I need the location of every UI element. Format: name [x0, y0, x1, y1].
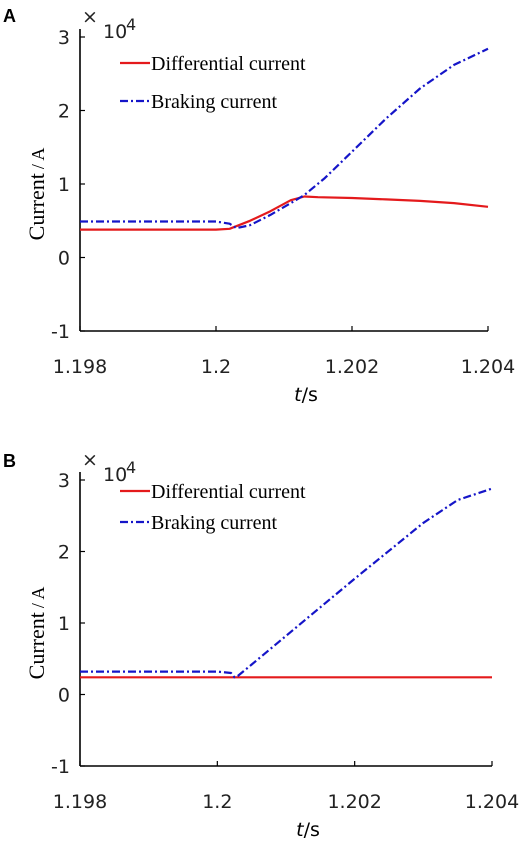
multiplier-symbol: ×	[82, 6, 98, 28]
y-tick-label: -1	[51, 756, 70, 778]
x-tick-label: 1.202	[327, 791, 381, 813]
x-axis-label: t/s	[294, 384, 318, 406]
x-tick-label: 1.204	[461, 356, 515, 378]
y-tick-label: 3	[58, 470, 70, 492]
x-tick-label: 1.204	[465, 791, 519, 813]
series-line-braking	[80, 47, 489, 230]
series-line-differential	[80, 195, 489, 231]
y-axis-label-unit: / A	[28, 587, 48, 609]
panel-label: A	[3, 6, 16, 26]
x-axis-label: t/s	[296, 819, 320, 841]
legend-label: Braking current	[151, 512, 278, 534]
multiplier-base: 10	[103, 464, 127, 486]
x-axis-label-unit: /s	[304, 819, 320, 841]
chart-panel-b: B -1 0 1 2 3 1.198 1.2 1.202 1.204 ×104 Current / A t…	[3, 449, 519, 841]
y-tick-label: 0	[58, 248, 70, 270]
y-axis-label-main: Current	[24, 612, 49, 679]
y-tick-label: 0	[58, 685, 70, 707]
y-axis-label-main: Current	[24, 173, 49, 240]
y-axis-label-unit: / A	[28, 148, 48, 170]
x-axis-label-variable: t	[296, 819, 305, 841]
multiplier-symbol: ×	[82, 449, 98, 471]
y-tick-label: 2	[58, 101, 70, 123]
series-line-braking	[80, 487, 493, 679]
panel-label: B	[3, 451, 16, 471]
y-tick-label: 3	[58, 27, 70, 49]
multiplier-exponent: 4	[126, 15, 136, 34]
x-tick-label: 1.2	[201, 356, 231, 378]
y-tick-label: 1	[58, 613, 70, 635]
chart-panel-a: A -1 0 1 2 3 1.198 1.2 1.202 1.204 ×104 Current / A t…	[3, 6, 515, 406]
x-tick-label: 1.198	[53, 791, 107, 813]
legend-label: Differential current	[151, 53, 306, 75]
x-tick-label: 1.2	[202, 791, 232, 813]
x-axis-label-unit: /s	[302, 384, 318, 406]
y-tick-label: 2	[58, 542, 70, 564]
y-tick-label: -1	[51, 321, 70, 343]
x-axis-label-variable: t	[294, 384, 303, 406]
y-tick-label: 1	[58, 174, 70, 196]
multiplier-base: 10	[103, 21, 127, 43]
legend-label: Differential current	[151, 481, 306, 503]
multiplier-exponent: 4	[126, 458, 136, 477]
x-tick-label: 1.198	[53, 356, 107, 378]
y-axis-label: Current / A	[24, 587, 49, 680]
x-tick-label: 1.202	[325, 356, 379, 378]
y-axis-label: Current / A	[24, 148, 49, 241]
legend-label: Braking current	[151, 91, 278, 113]
